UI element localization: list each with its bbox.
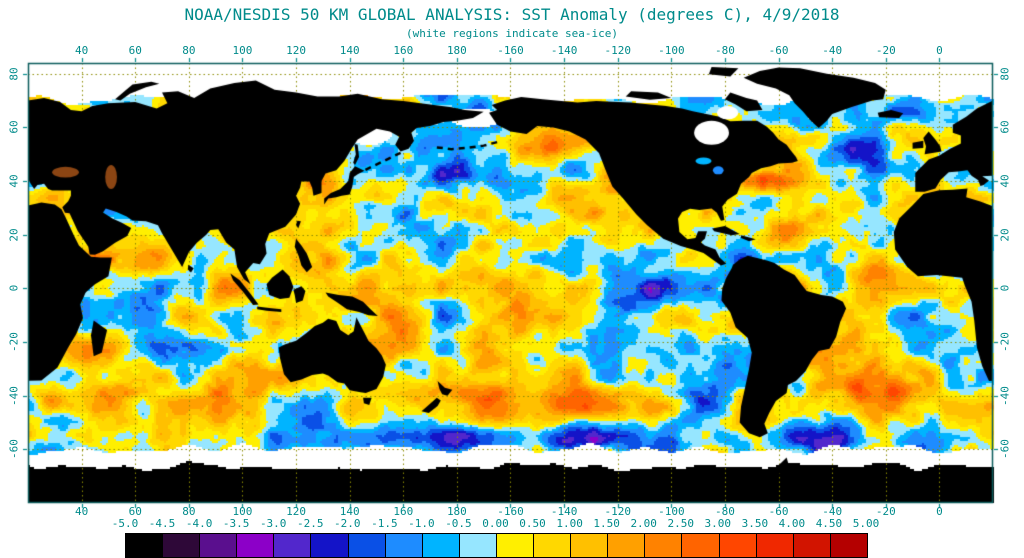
colorbar-tick-label: -2.0 xyxy=(334,517,361,530)
colorbar-segment xyxy=(793,534,831,557)
colorbar-tick-label: 2.00 xyxy=(630,517,657,530)
lon-tick-label-bottom: -80 xyxy=(715,505,735,518)
lat-tick-label-right: -60 xyxy=(998,439,1012,460)
lon-tick-label-bottom: 100 xyxy=(232,505,253,518)
colorbar-segment xyxy=(719,534,757,557)
lon-tick-label-bottom: 140 xyxy=(339,505,360,518)
lon-tick-label-bottom: 80 xyxy=(182,505,196,518)
lat-tick-label-right: -40 xyxy=(998,385,1012,406)
lon-tick-label-top: -160 xyxy=(497,44,524,57)
colorbar-segment xyxy=(534,534,572,557)
colorbar-tick-label: -1.5 xyxy=(371,517,398,530)
lon-tick-label-top: -120 xyxy=(604,44,631,57)
colorbar-tick-label: -3.5 xyxy=(222,517,250,530)
colorbar-segment xyxy=(756,534,794,557)
lat-tick-label-right: 80 xyxy=(998,67,1012,81)
colorbar-tick-label: -4.5 xyxy=(148,517,176,530)
lat-tick-label-left: 40 xyxy=(7,174,21,188)
colorbar-tick-label: -5.0 xyxy=(111,517,139,530)
colorbar-tick-label: 4.00 xyxy=(778,517,806,530)
lon-tick-label-top: 80 xyxy=(182,44,196,57)
colorbar-tick-label: -1.0 xyxy=(408,517,435,530)
colorbar-segment xyxy=(237,534,275,557)
lon-tick-label-bottom: 40 xyxy=(74,505,89,518)
lat-tick-label-left: -60 xyxy=(7,439,21,460)
lon-tick-label-bottom: 0 xyxy=(936,505,943,518)
lon-tick-label-top: 160 xyxy=(393,44,414,57)
colorbar-tick-label: 5.00 xyxy=(852,517,880,530)
colorbar-segment xyxy=(496,534,535,557)
lon-tick-label-top: -40 xyxy=(822,44,843,57)
lon-tick-label-top: -60 xyxy=(768,44,789,57)
lat-tick-label-left: -20 xyxy=(7,332,21,352)
colorbar-segment xyxy=(682,534,720,557)
lon-tick-label-bottom: -60 xyxy=(768,505,789,518)
colorbar-tick-label: -4.0 xyxy=(185,517,213,530)
lon-tick-label-top: -80 xyxy=(715,44,735,57)
colorbar-segment xyxy=(163,534,201,557)
colorbar xyxy=(125,533,868,558)
colorbar-segment xyxy=(830,534,867,557)
colorbar-tick-label: 2.50 xyxy=(667,517,695,530)
colorbar-segment xyxy=(571,534,609,557)
lat-tick-label-left: 80 xyxy=(7,67,21,81)
lon-tick-label-top: 120 xyxy=(286,44,306,57)
colorbar-segment xyxy=(645,534,683,557)
lon-tick-label-top: 100 xyxy=(232,44,253,57)
lat-tick-label-right: 20 xyxy=(998,228,1012,242)
lon-tick-label-bottom: 60 xyxy=(128,505,142,518)
colorbar-tick-label: -0.5 xyxy=(445,517,472,530)
lon-tick-label-top: 60 xyxy=(128,44,142,57)
colorbar-segment xyxy=(348,534,386,557)
colorbar-tick-label: 3.50 xyxy=(741,517,769,530)
lon-tick-label-top: 0 xyxy=(936,44,943,57)
lat-tick-label-left: 0 xyxy=(7,285,21,292)
lon-tick-label-top: -20 xyxy=(875,44,896,57)
colorbar-segment xyxy=(385,534,423,557)
colorbar-tick-label: -3.0 xyxy=(259,517,287,530)
colorbar-segment xyxy=(274,534,312,557)
colorbar-segment xyxy=(422,534,460,557)
colorbar-tick-label: -2.5 xyxy=(297,517,324,530)
lon-tick-label-bottom: -120 xyxy=(604,505,631,518)
lon-tick-label-bottom: -160 xyxy=(497,505,524,518)
lat-tick-label-left: 20 xyxy=(7,228,21,242)
lat-tick-label-right: 40 xyxy=(998,174,1012,188)
colorbar-segment xyxy=(311,534,349,557)
lon-tick-label-bottom: -140 xyxy=(550,505,578,518)
lat-tick-label-right: 0 xyxy=(998,285,1012,292)
lat-tick-label-right: 60 xyxy=(998,120,1012,134)
lon-tick-label-top: -140 xyxy=(550,44,578,57)
colorbar-tick-label: 4.50 xyxy=(815,517,843,530)
lat-tick-label-left: 60 xyxy=(7,120,21,134)
lat-tick-label-left: -40 xyxy=(7,385,21,406)
lon-tick-label-bottom: 180 xyxy=(446,505,467,518)
lon-tick-label-bottom: -100 xyxy=(658,505,685,518)
colorbar-tick-label: 1.00 xyxy=(556,517,583,530)
colorbar-tick-label: 3.00 xyxy=(704,517,732,530)
lon-tick-label-bottom: -20 xyxy=(875,505,896,518)
lon-tick-label-bottom: 160 xyxy=(393,505,414,518)
lon-tick-label-bottom: 120 xyxy=(286,505,306,518)
lon-tick-label-top: 140 xyxy=(339,44,360,57)
colorbar-segment xyxy=(608,534,646,557)
colorbar-tick-label: 0.00 xyxy=(482,517,509,530)
lon-tick-label-bottom: -40 xyxy=(822,505,843,518)
colorbar-segment xyxy=(459,534,497,557)
colorbar-tick-label: 0.50 xyxy=(519,517,546,530)
colorbar-tick-label: 1.50 xyxy=(593,517,620,530)
lon-tick-label-top: -100 xyxy=(658,44,685,57)
lon-tick-label-top: 40 xyxy=(74,44,89,57)
colorbar-segment xyxy=(126,534,164,557)
colorbar-segment xyxy=(200,534,238,557)
lat-tick-label-right: -20 xyxy=(998,332,1012,352)
lon-tick-label-top: 180 xyxy=(446,44,467,57)
